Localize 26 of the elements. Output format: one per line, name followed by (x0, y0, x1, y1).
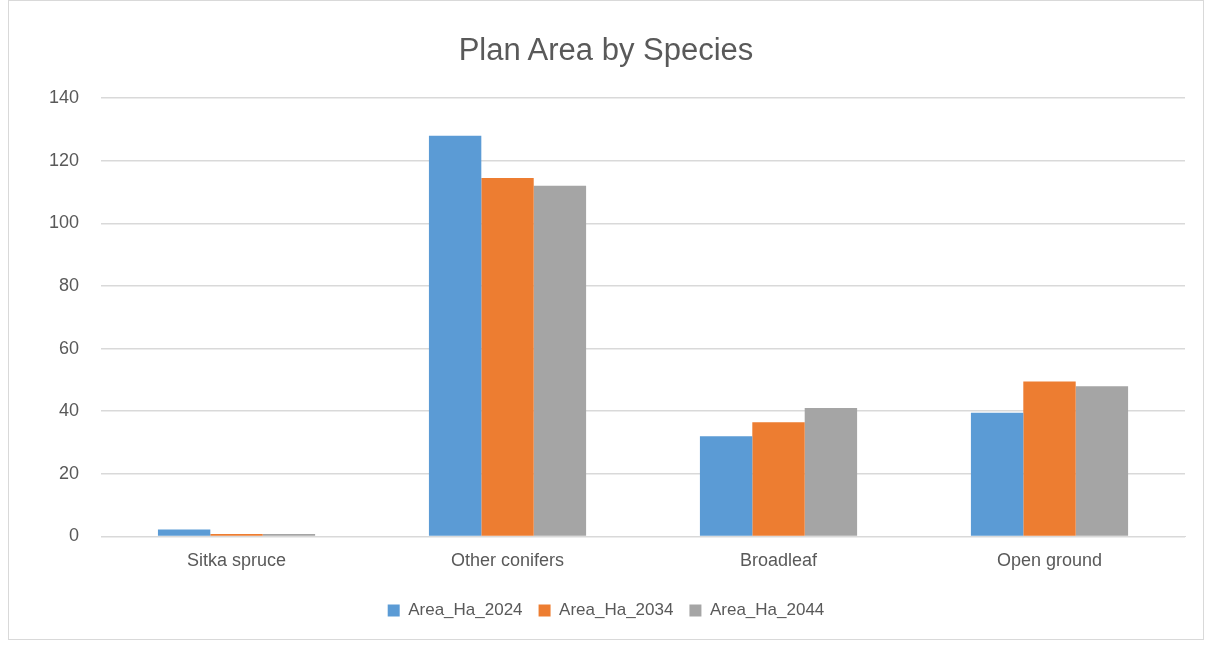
y-tick-label: 60 (59, 337, 80, 358)
legend-label: Area_Ha_2024 (408, 600, 523, 620)
bar (481, 178, 534, 536)
bar (752, 422, 805, 536)
y-tick-label: 80 (59, 274, 80, 295)
bar (804, 408, 858, 536)
y-tick-label: 120 (48, 149, 80, 170)
bar (157, 529, 211, 536)
x-tick-label: Other conifers (451, 550, 565, 571)
legend-label: Area_Ha_2044 (709, 600, 825, 620)
x-tick-label: Broadleaf (739, 550, 819, 571)
bar (533, 185, 587, 536)
bar (699, 436, 753, 536)
y-tick-label: 40 (59, 400, 80, 421)
bar (1075, 386, 1129, 536)
x-tick-label: Open ground (996, 550, 1103, 571)
legend-label: Area_Ha_2034 (559, 600, 674, 620)
y-tick-label: 0 (69, 525, 80, 546)
x-tick-label: Sitka spruce (187, 550, 287, 571)
bar (1023, 381, 1076, 536)
chart-title: Plan Area by Species (458, 32, 754, 68)
y-tick-label: 20 (59, 462, 80, 483)
y-tick-label: 100 (48, 212, 80, 233)
bar (970, 412, 1024, 536)
bar (428, 135, 482, 536)
y-tick-label: 140 (48, 87, 80, 108)
